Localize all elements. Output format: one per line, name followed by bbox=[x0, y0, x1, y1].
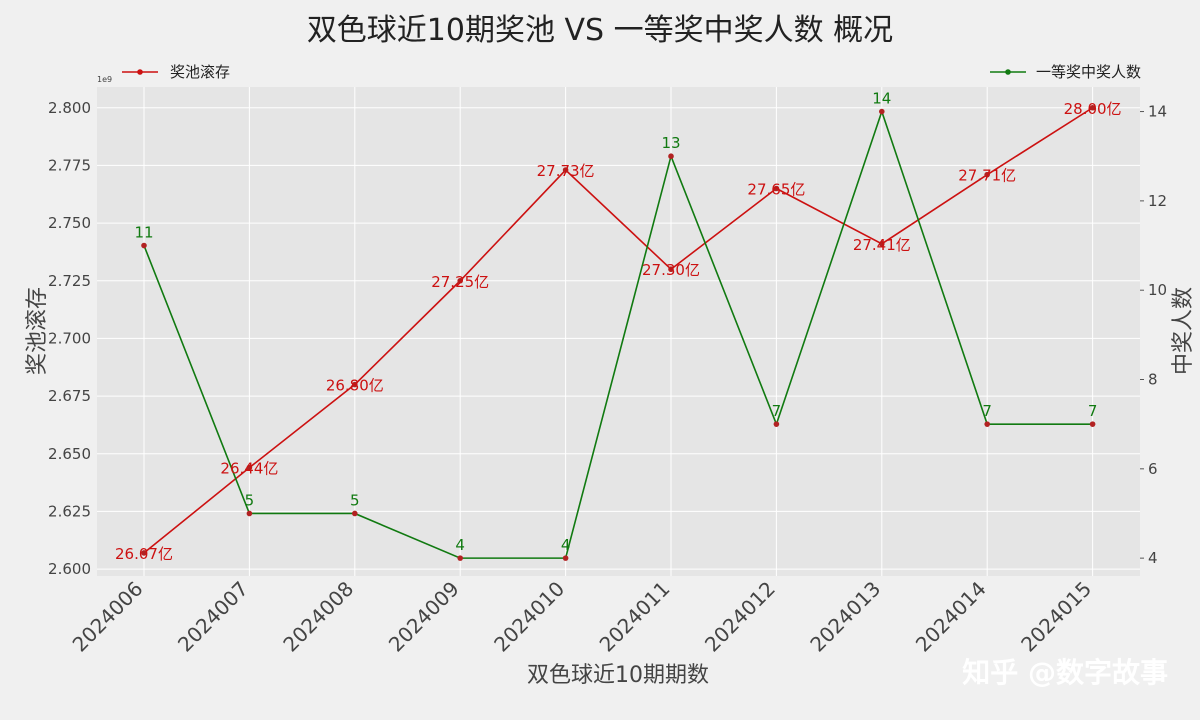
data-point-0 bbox=[562, 167, 569, 173]
gridlines bbox=[97, 87, 1140, 576]
data-point-0 bbox=[141, 550, 147, 556]
data-label-1: 7 bbox=[982, 402, 992, 420]
series-layer bbox=[141, 104, 1096, 561]
x-tick-label: 2024015 bbox=[1016, 577, 1096, 657]
legend-left: 奖池滚存 bbox=[122, 63, 230, 81]
data-point-0 bbox=[246, 464, 253, 471]
x-tick-label: 2024007 bbox=[173, 577, 253, 657]
data-label-1: 4 bbox=[561, 536, 571, 554]
x-tick-label: 2024008 bbox=[278, 577, 358, 657]
left-tick-label: 2.625 bbox=[48, 502, 91, 520]
x-axis-title: 双色球近10期期数 bbox=[527, 663, 709, 688]
legend-marker-winners bbox=[1005, 69, 1011, 75]
left-tick-label: 2.600 bbox=[48, 560, 91, 578]
data-point-0 bbox=[352, 381, 358, 388]
left-tick-label: 2.750 bbox=[48, 214, 91, 232]
x-tick-label: 2024012 bbox=[700, 577, 780, 657]
data-label-1: 11 bbox=[134, 224, 153, 242]
data-label-0: 27.65亿 bbox=[747, 180, 805, 198]
data-point-0 bbox=[879, 241, 885, 247]
data-point-1 bbox=[141, 242, 147, 249]
left-tick-label: 2.700 bbox=[48, 329, 91, 347]
data-label-1: 4 bbox=[455, 536, 465, 554]
data-label-1: 7 bbox=[772, 402, 782, 420]
left-axis-exponent: 1e9 bbox=[97, 75, 112, 84]
legend-label-pool: 奖池滚存 bbox=[170, 63, 230, 81]
data-point-1 bbox=[352, 510, 358, 517]
data-label-0: 28.00亿 bbox=[1064, 100, 1122, 118]
data-label-1: 5 bbox=[245, 491, 255, 509]
data-label-0: 27.73亿 bbox=[537, 162, 595, 180]
left-tick-label: 2.775 bbox=[48, 156, 91, 174]
legend-right: 一等奖中奖人数 bbox=[990, 63, 1141, 81]
data-label-0: 27.25亿 bbox=[431, 273, 489, 291]
plot-area bbox=[97, 87, 1140, 576]
data-label-0: 27.30亿 bbox=[642, 261, 700, 279]
data-point-1 bbox=[879, 108, 885, 115]
data-label-1: 7 bbox=[1088, 402, 1098, 420]
x-tick-label: 2024014 bbox=[911, 577, 991, 657]
data-point-1 bbox=[562, 555, 569, 561]
data-point-0 bbox=[668, 266, 674, 273]
left-tick-label: 2.725 bbox=[48, 272, 91, 290]
right-tick-label: 8 bbox=[1148, 371, 1158, 389]
data-point-1 bbox=[457, 555, 464, 561]
left-tick-label: 2.800 bbox=[48, 99, 91, 117]
x-tick-label: 2024006 bbox=[68, 577, 148, 657]
right-y-axis: 4 6 8 10 12 14 bbox=[1140, 103, 1167, 567]
legend-marker-pool bbox=[137, 69, 143, 75]
data-point-0 bbox=[457, 277, 464, 284]
data-label-0: 27.71亿 bbox=[958, 167, 1016, 185]
chart-title: 双色球近10期奖池 VS 一等奖中奖人数 概况 bbox=[307, 13, 893, 48]
watermark: 知乎 @数字故事 bbox=[962, 656, 1168, 689]
series-line-1 bbox=[143, 109, 1093, 559]
left-tick-label: 2.650 bbox=[48, 445, 91, 463]
data-point-0 bbox=[984, 171, 990, 178]
data-point-1 bbox=[773, 421, 780, 427]
right-tick-label: 14 bbox=[1148, 103, 1167, 121]
data-point-0 bbox=[773, 185, 780, 192]
legend-label-winners: 一等奖中奖人数 bbox=[1036, 63, 1141, 81]
data-label-1: 5 bbox=[350, 491, 360, 509]
left-y-axis: 2.600 2.625 2.650 2.675 2.700 2.725 2.750 2.775… bbox=[48, 99, 91, 578]
left-axis-title: 奖池滚存 bbox=[25, 287, 50, 375]
x-axis: 2024006 2024007 2024008 2024009 2024010 20240… bbox=[68, 577, 1097, 657]
right-tick-label: 6 bbox=[1148, 460, 1158, 478]
data-label-1: 14 bbox=[872, 90, 891, 108]
data-labels: 26.07亿 26.44亿 26.80亿 27.25亿 27.73亿 27.30亿 27.6… bbox=[115, 90, 1122, 563]
x-tick-label: 2024013 bbox=[805, 577, 885, 657]
left-tick-label: 2.675 bbox=[48, 387, 91, 405]
x-tick-label: 2024011 bbox=[595, 577, 675, 657]
data-point-1 bbox=[984, 421, 990, 427]
series-line-0 bbox=[143, 107, 1094, 554]
data-point-1 bbox=[246, 510, 253, 517]
x-tick-label: 2024010 bbox=[489, 577, 569, 657]
data-point-0 bbox=[1089, 104, 1096, 111]
data-label-1: 13 bbox=[661, 134, 680, 152]
x-tick-label: 2024009 bbox=[384, 577, 464, 657]
right-tick-label: 4 bbox=[1148, 549, 1158, 567]
right-tick-label: 10 bbox=[1148, 281, 1167, 299]
data-label-0: 27.41亿 bbox=[853, 236, 911, 254]
right-axis-title: 中奖人数 bbox=[1171, 287, 1196, 375]
data-label-0: 26.80亿 bbox=[326, 377, 384, 395]
data-point-1 bbox=[668, 153, 674, 160]
right-tick-label: 12 bbox=[1148, 192, 1167, 210]
data-label-0: 26.07亿 bbox=[115, 545, 173, 563]
data-point-1 bbox=[1089, 421, 1096, 427]
data-label-0: 26.44亿 bbox=[220, 460, 278, 478]
